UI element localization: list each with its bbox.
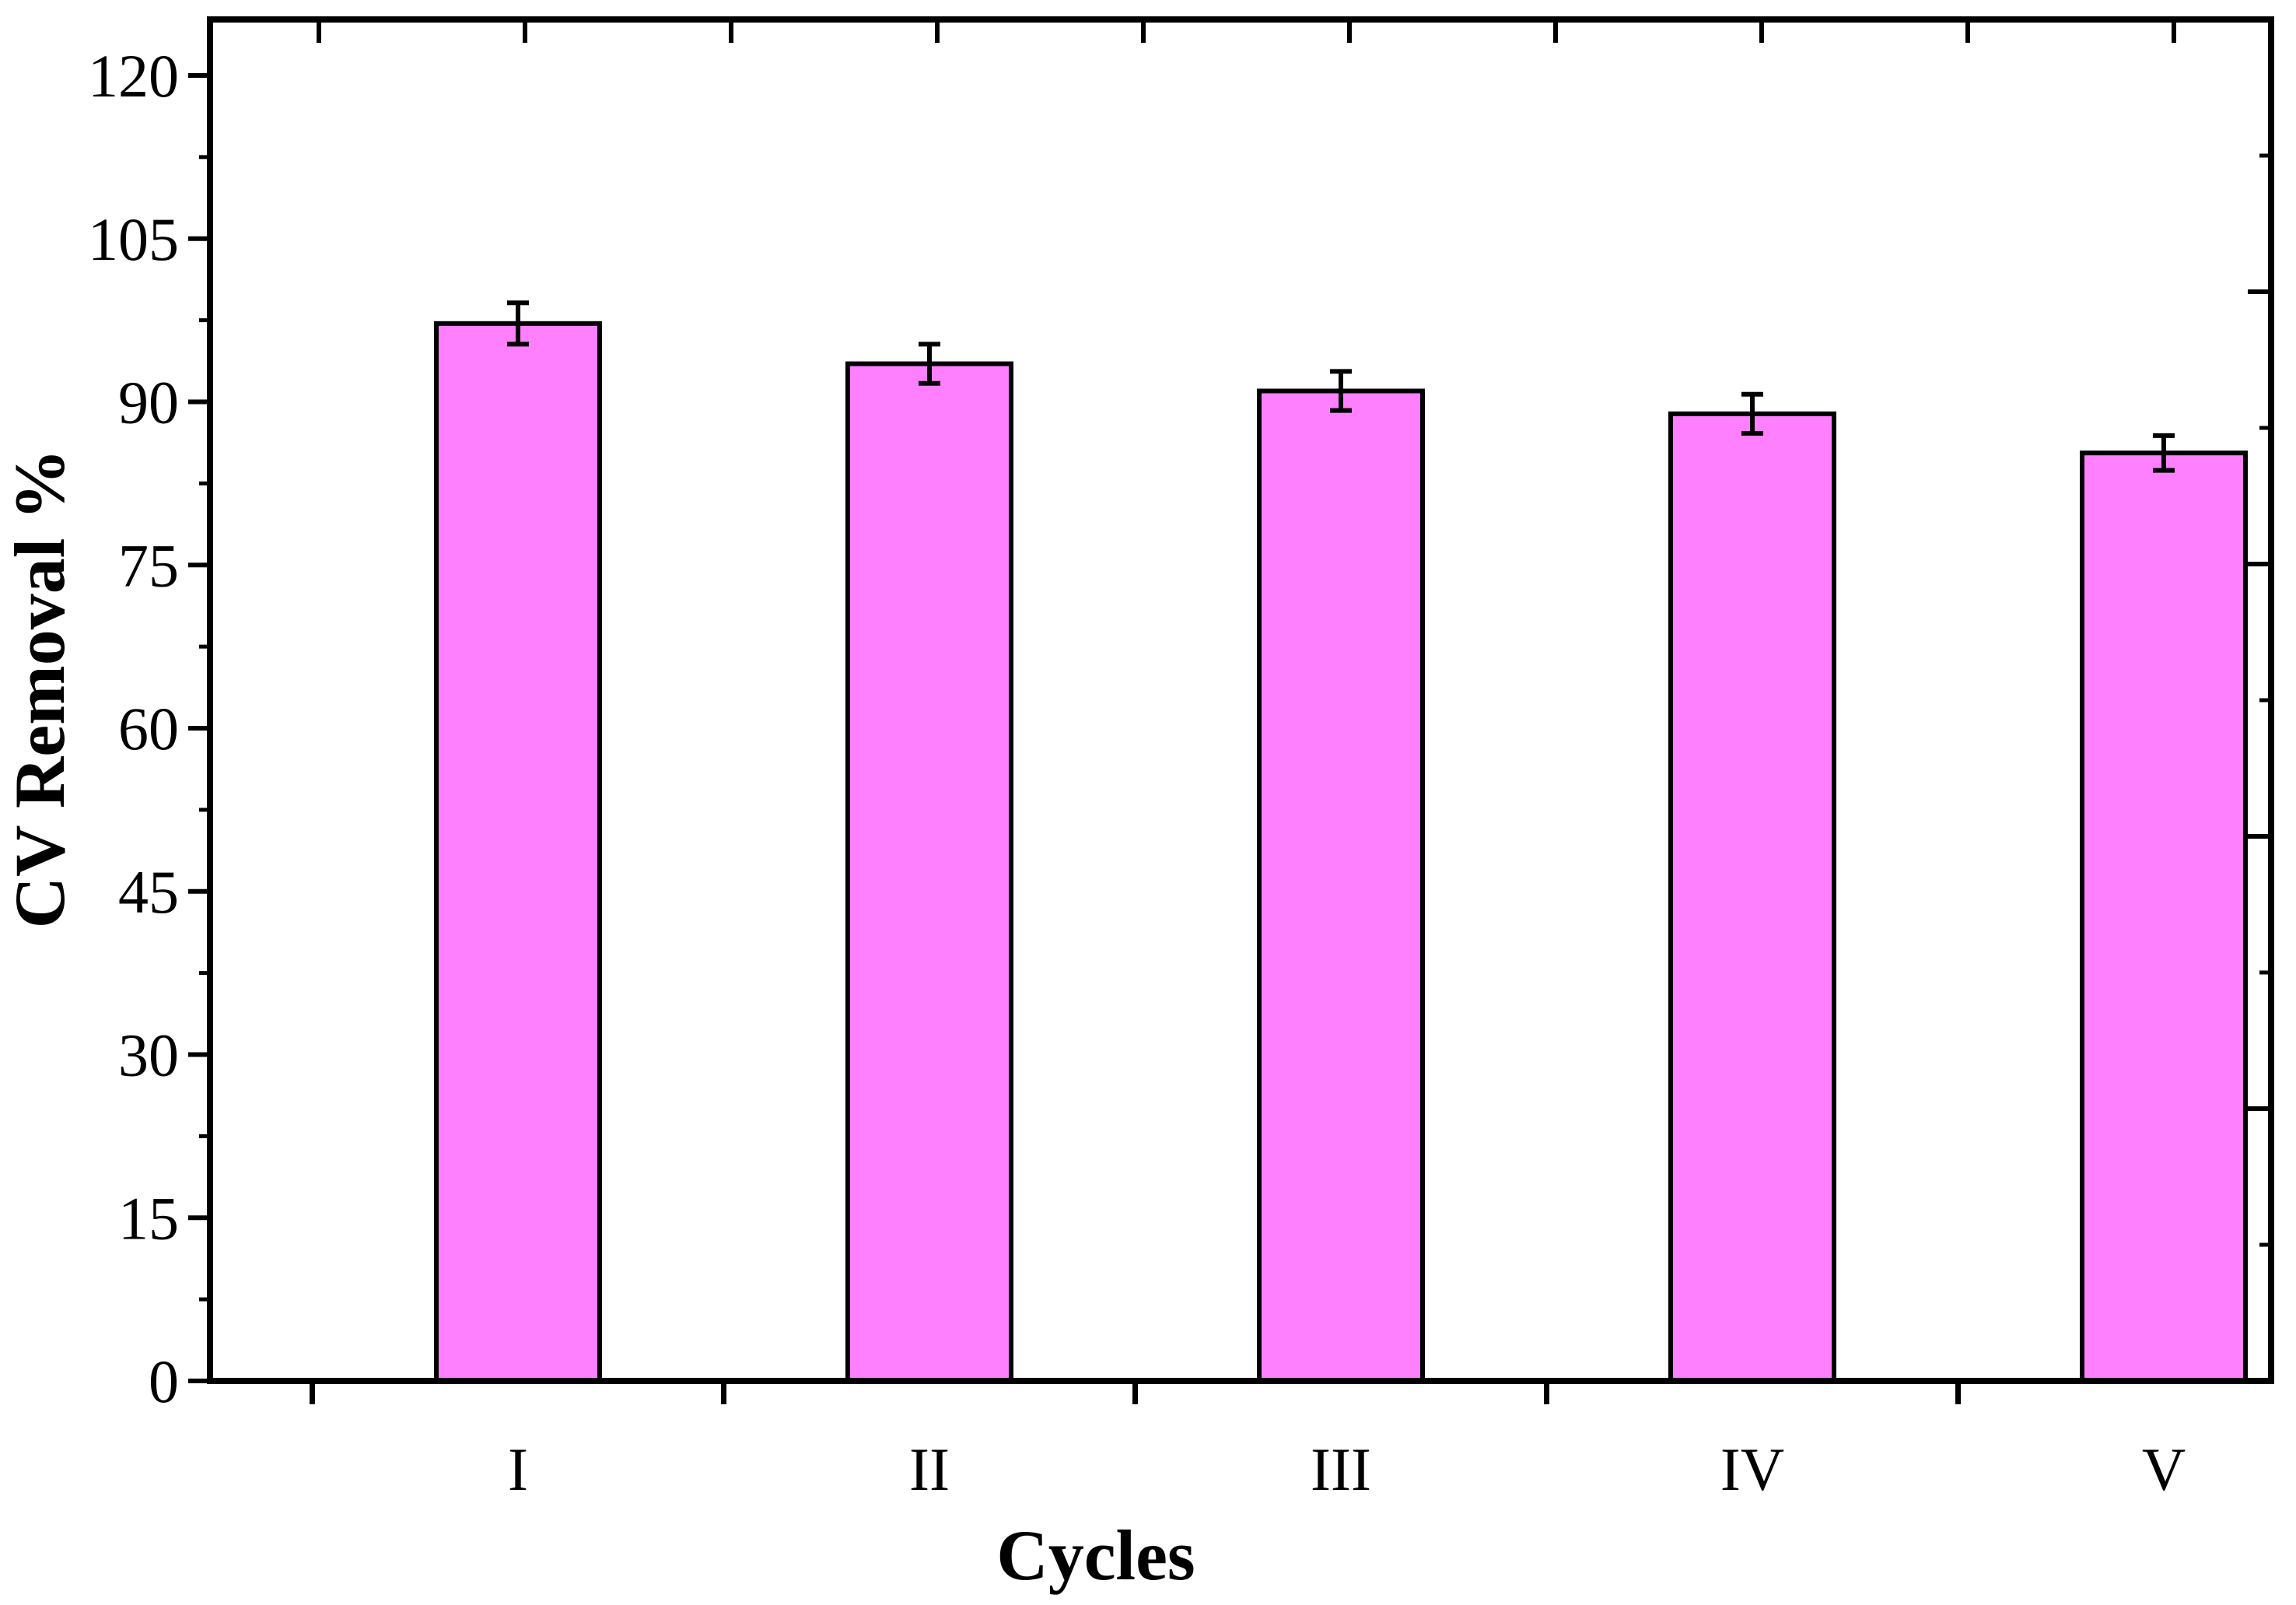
x-tick-label-III: III [1311,1435,1371,1503]
bar-I [434,321,602,1384]
bars-group [434,321,2248,1384]
x-tick-label-IV: IV [1720,1435,1784,1503]
y-tick-label-30: 30 [118,1022,179,1089]
y-axis-title: CV Removal % [0,449,79,929]
bar-II [845,361,1013,1383]
bar-III [1257,388,1425,1383]
y-tick-label-75: 75 [118,531,179,599]
bar-V [2080,450,2248,1383]
y-tick-label-60: 60 [118,695,179,762]
y-axis-ticks: 0 15 30 45 60 75 90 105 120 [88,42,210,1415]
error-bars-group [507,300,2175,473]
x-tick-label-II: II [909,1435,950,1503]
x-axis-title: Cycles [996,1516,1195,1595]
x-tick-label-V: V [2142,1435,2186,1503]
bar-IV [1668,411,1836,1383]
x-axis-ticks: I II III IV V [310,1381,2186,1503]
y-tick-label-15: 15 [118,1184,179,1252]
y-tick-label-120: 120 [88,42,179,110]
y-tick-label-105: 105 [88,205,179,273]
x-tick-label-I: I [508,1435,528,1503]
y-tick-label-90: 90 [118,369,179,436]
axes-frame [207,16,2274,1384]
y-tick-label-45: 45 [118,858,179,926]
y-tick-label-0: 0 [149,1347,179,1415]
